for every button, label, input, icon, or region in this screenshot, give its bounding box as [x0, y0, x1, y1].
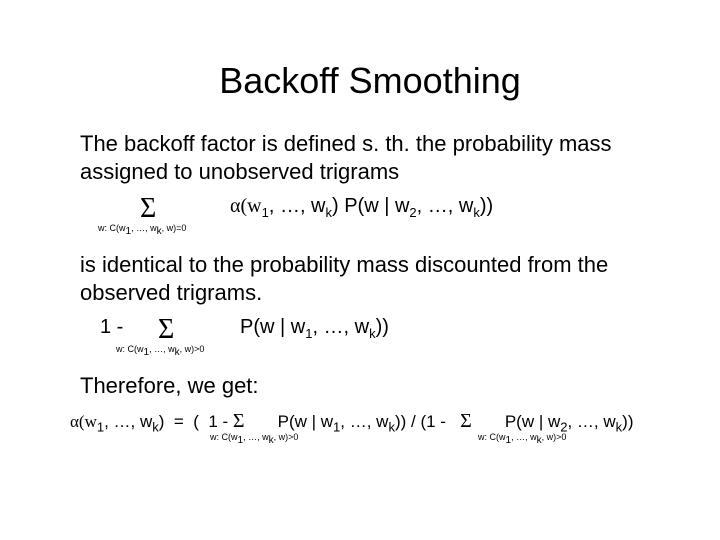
- formula-2-prefix: 1 -: [100, 316, 123, 339]
- paragraph-3: Therefore, we get:: [80, 372, 660, 400]
- formula-2-condition: w: C(w1, …, wk, w)>0: [116, 344, 204, 354]
- paragraph-2: is identical to the probability mass dis…: [80, 251, 660, 306]
- sigma-symbol-3b: Σ: [460, 410, 472, 432]
- sigma-symbol: Σ: [140, 193, 156, 224]
- formula-1-condition: w: C(w1, …, wk, w)=0: [98, 223, 186, 233]
- slide-title: Backoff Smoothing: [80, 60, 660, 102]
- formula-3-condition-1: w: C(w1, …, wk, w)>0: [210, 432, 298, 444]
- paragraph-1: The backoff factor is defined s. th. the…: [80, 130, 660, 185]
- formula-1: Σ w: C(w1, …, wk, w)=0 α(w1, …, wk) P(w …: [80, 193, 660, 241]
- slide-container: Backoff Smoothing The backoff factor is …: [0, 0, 720, 540]
- sigma-symbol-2: Σ: [158, 314, 174, 345]
- formula-2: 1 - Σ w: C(w1, …, wk, w)>0 P(w | w1, …, …: [80, 314, 660, 362]
- formula-1-rhs: α(w1, …, wk) P(w | w2, …, wk)): [230, 195, 493, 218]
- formula-3-line: α(w1, …, wk) = ( 1 - Σ P(w | w1, …, wk))…: [70, 408, 633, 434]
- formula-2-rhs: P(w | w1, …, wk)): [240, 316, 389, 339]
- formula-3-condition-2: w: C(w1, …, wk, w)>0: [478, 432, 566, 444]
- formula-3: α(w1, …, wk) = ( 1 - Σ P(w | w1, …, wk))…: [80, 408, 660, 458]
- sigma-symbol-3a: Σ: [233, 410, 245, 432]
